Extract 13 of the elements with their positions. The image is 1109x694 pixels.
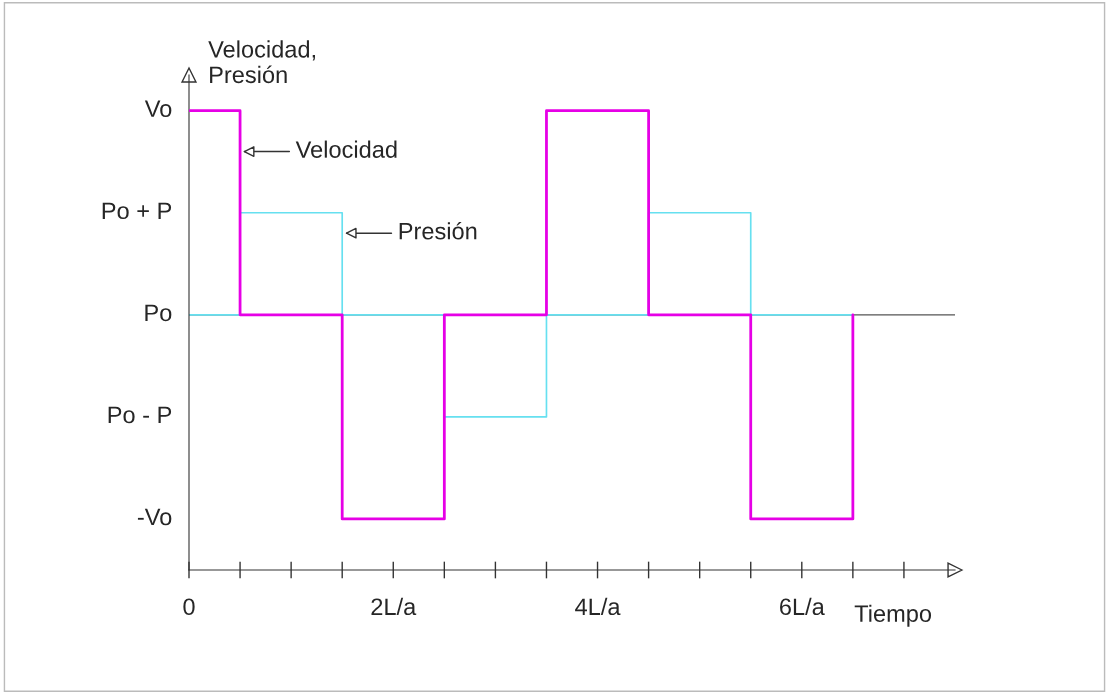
text: Velocidad <box>295 140 397 158</box>
text: Po + P <box>102 202 172 220</box>
x-tick-label: 0 <box>183 598 195 616</box>
text: Presión <box>399 221 477 240</box>
text: Po <box>145 304 172 322</box>
y-axis-title: Velocidad, Presión <box>208 40 315 84</box>
text: Po - P <box>108 406 172 424</box>
x-tick-label: 2L/a <box>371 597 417 616</box>
x-tick-label: 4L/a <box>575 597 621 616</box>
x-axis-title: Tiempo <box>854 604 932 627</box>
text: -Vo <box>137 508 172 526</box>
text: Vo <box>144 100 172 118</box>
x-tick-label: 6L/a <box>780 597 825 616</box>
